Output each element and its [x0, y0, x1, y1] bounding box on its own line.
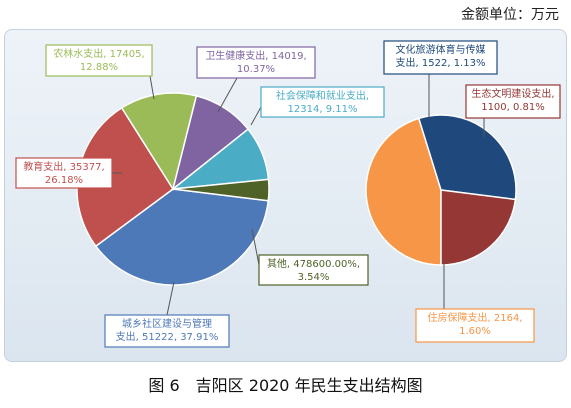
callout-label-7-line-1: 文化旅游体育与传媒 [396, 43, 486, 56]
callout-leader-3 [250, 106, 262, 126]
callout-box-3 [260, 86, 385, 118]
callout-label-9-line-2: 1.60% [459, 326, 491, 337]
pie1-slice-6 [172, 178, 270, 202]
callout-label-9-line-1: 住房保障支出, 2164, [428, 311, 523, 324]
callout-box-7 [383, 40, 498, 75]
callout-label-5-line-2: 3.54% [298, 272, 330, 283]
callout-label-7-line-2: 支出, 1522, 1.13% [396, 56, 486, 69]
callout-leader-1 [149, 75, 155, 100]
callout-label-2-line-2: 10.37% [237, 64, 275, 75]
callout-box-4 [15, 157, 113, 189]
unit-note: 金额单位：万元 [461, 7, 559, 23]
callout-box-1 [45, 44, 153, 77]
callout-box-2 [196, 46, 316, 79]
callout-label-3-line-1: 社会保障和就业支出, [276, 89, 369, 102]
callout-label-3-line-2: 12314, 9.11% [288, 104, 358, 115]
callout-label-8-line-1: 生态文明建设支出, [471, 87, 554, 100]
callout-label-8-line-2: 1100, 0.81% [481, 102, 545, 113]
figure-caption: 图 6 吉阳区 2020 年民生支出结构图 [148, 376, 423, 395]
pie2-slice-1 [365, 117, 442, 266]
callout-leader-5 [251, 228, 260, 266]
callout-box-8 [465, 84, 561, 119]
callout-leader-2 [217, 77, 238, 113]
pie2-slice-2 [417, 114, 517, 201]
callout-box-6 [104, 314, 230, 348]
pie1-slice-3 [120, 92, 198, 191]
callout-box-9 [415, 308, 535, 343]
callout-label-4-line-1: 教育支出, 35377, [23, 160, 104, 173]
callout-label-4-line-2: 26.18% [45, 175, 83, 186]
pie1-slice-1 [94, 188, 270, 286]
pie-chart: 农林水支出, 17405, 12.88% 卫生健康支出, 14019, 10.37% 社… [15, 40, 561, 348]
callout-label-1-line-2: 12.88% [80, 62, 118, 73]
callout-box-5 [258, 254, 369, 286]
callout-label-6-line-1: 城乡社区建设与管理 [122, 317, 212, 330]
callout-label-1-line-1: 农林水支出, 17405, [53, 47, 144, 60]
callout-leader-6 [166, 281, 175, 316]
callout-label-6-line-2: 支出, 51222, 37.91% [116, 330, 219, 343]
pie2-slice-3 [440, 189, 517, 266]
callout-label-5-line-1: 其他, 478600.00%, [267, 257, 360, 270]
callout-label-2-line-1: 卫生健康支出, 14019, [205, 49, 306, 62]
